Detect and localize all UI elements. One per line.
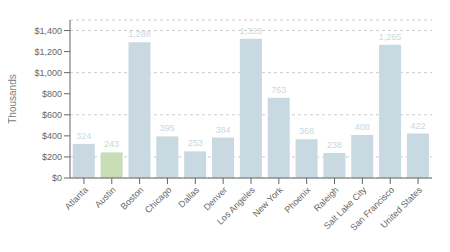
svg-text:324: 324 bbox=[76, 131, 91, 141]
svg-text:Los Angeles: Los Angeles bbox=[215, 185, 257, 227]
svg-text:422: 422 bbox=[410, 121, 425, 131]
svg-text:384: 384 bbox=[215, 125, 230, 135]
svg-text:368: 368 bbox=[299, 126, 314, 136]
svg-text:$1,000: $1,000 bbox=[34, 68, 62, 78]
svg-text:$1,400: $1,400 bbox=[34, 26, 62, 36]
svg-text:San Francisco: San Francisco bbox=[348, 184, 397, 233]
svg-text:$1,200: $1,200 bbox=[34, 47, 62, 57]
svg-text:Denver: Denver bbox=[201, 185, 229, 213]
svg-text:1,323: 1,323 bbox=[240, 26, 263, 36]
svg-text:Atlanta: Atlanta bbox=[63, 185, 90, 212]
svg-text:253: 253 bbox=[188, 138, 203, 148]
svg-text:1,265: 1,265 bbox=[379, 32, 402, 42]
svg-text:Thousands: Thousands bbox=[8, 74, 18, 123]
svg-text:Phoenix: Phoenix bbox=[283, 185, 313, 215]
svg-text:Dallas: Dallas bbox=[176, 185, 201, 210]
svg-text:238: 238 bbox=[327, 140, 342, 150]
svg-text:$800: $800 bbox=[42, 89, 62, 99]
svg-text:United States: United States bbox=[379, 185, 425, 231]
svg-text:$600: $600 bbox=[42, 110, 62, 120]
svg-text:$400: $400 bbox=[42, 131, 62, 141]
svg-text:$200: $200 bbox=[42, 152, 62, 162]
svg-text:Boston: Boston bbox=[119, 185, 146, 212]
svg-text:Austin: Austin bbox=[93, 185, 118, 210]
svg-text:Raleigh: Raleigh bbox=[311, 184, 341, 214]
svg-text:395: 395 bbox=[160, 123, 175, 133]
svg-text:New York: New York bbox=[251, 185, 285, 219]
svg-text:763: 763 bbox=[271, 85, 286, 95]
svg-text:$0: $0 bbox=[52, 173, 62, 183]
svg-text:408: 408 bbox=[355, 122, 370, 132]
svg-text:Chicago: Chicago bbox=[143, 185, 173, 215]
svg-text:Salt Lake City: Salt Lake City bbox=[322, 184, 369, 232]
svg-text:243: 243 bbox=[104, 139, 119, 149]
svg-text:1,288: 1,288 bbox=[128, 29, 151, 39]
